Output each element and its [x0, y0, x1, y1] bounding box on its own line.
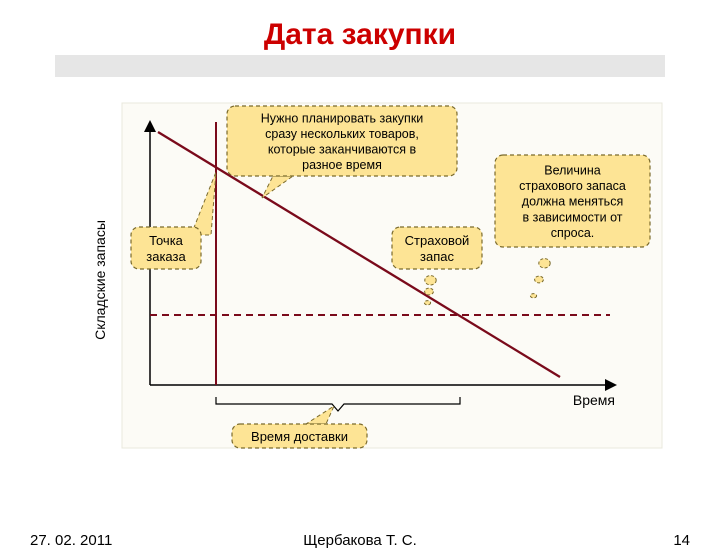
svg-text:Время доставки: Время доставки: [251, 429, 348, 444]
y-axis-label: Складские запасы: [92, 220, 108, 340]
footer-page-number: 14: [673, 532, 690, 549]
svg-text:должна меняться: должна меняться: [522, 195, 623, 209]
svg-text:разное время: разное время: [302, 158, 382, 172]
svg-text:запас: запас: [420, 249, 454, 264]
svg-text:в зависимости от: в зависимости от: [522, 210, 622, 224]
svg-text:Нужно планировать закупки: Нужно планировать закупки: [261, 111, 424, 125]
svg-text:Страховой: Страховой: [405, 233, 470, 248]
svg-text:Величина: Величина: [544, 163, 601, 177]
svg-text:заказа: заказа: [146, 249, 186, 264]
x-axis-label: Время: [573, 392, 615, 408]
header-stripe: [55, 55, 665, 77]
svg-text:которые заканчиваются в: которые заканчиваются в: [268, 143, 417, 157]
page-title: Дата закупки: [0, 18, 720, 52]
stock-diagram: Складские запасы Время Точказаказа Нужно пл…: [30, 80, 690, 480]
footer-author: Щербакова Т. С.: [0, 532, 720, 549]
svg-text:спроса.: спроса.: [551, 226, 595, 240]
svg-text:сразу нескольких товаров,: сразу нескольких товаров,: [265, 127, 419, 141]
svg-text:страхового запаса: страхового запаса: [519, 179, 626, 193]
svg-text:Точка: Точка: [149, 233, 184, 248]
